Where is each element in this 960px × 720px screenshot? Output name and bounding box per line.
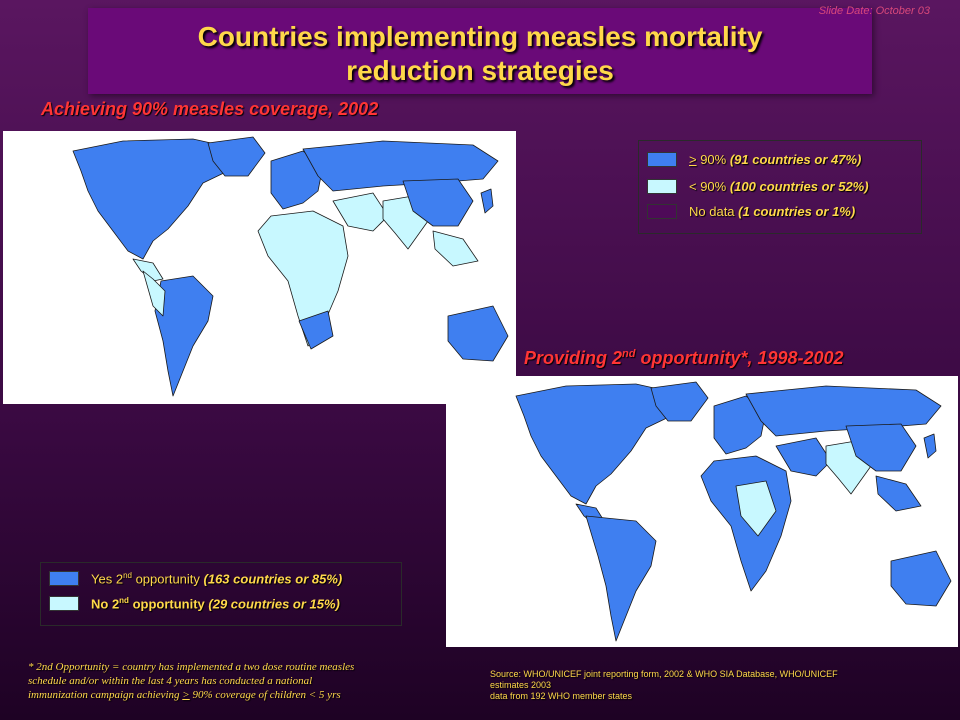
map1-title: Achieving 90% measles coverage, 2002 [41,99,379,119]
map1-legend-label-high: > 90% (91 countries or 47%) [689,152,861,167]
map2-title: Providing 2nd opportunity*, 1998-2002 [524,348,844,369]
map2-title-sup: nd [622,348,636,360]
map2-russia [745,385,942,437]
source-note: Source: WHO/UNICEF joint reporting form,… [490,669,930,702]
map1-legend-row-low: < 90% (100 countries or 52%) [647,179,869,194]
slide-date: Slide Date: October 03 [818,5,930,17]
map2-legend-no-pre: No 2 [91,596,120,612]
footnote-line3: immunization campaign achieving > 90% co… [28,688,433,702]
map2-panel [446,376,958,647]
map1-legend-text-high: 90% [696,152,727,167]
map1-legend-row-nodata: No data (1 countries or 1%) [647,204,855,219]
footnote-line3-post: 90% coverage of children < 5 yrs [189,689,341,701]
map1-legend-label-nodata: No data (1 countries or 1%) [689,204,855,219]
map2-legend-yes-pre: Yes 2 [91,571,124,587]
map2-legend-yes-sup: nd [123,571,132,580]
map1-legend-label-low: < 90% (100 countries or 52%) [689,179,869,194]
map1-se-asia [432,230,479,267]
map1-east-asia [402,178,474,227]
map1-legend-text-low: < 90% [689,179,727,194]
map1-legend-swatch-nodata [647,204,677,219]
footnote-line2: schedule and/or within the last 4 years … [28,675,313,687]
map2-legend-swatch-yes [49,571,79,587]
map2-legend-no-post: opportunity [128,596,205,612]
source-line2: estimates 2003 [490,680,552,690]
map2-greenland [650,381,709,422]
map1-central-america [132,258,164,282]
map2-africa [700,455,792,592]
map1-legend: > 90% (91 countries or 47%) < 90% (100 c… [638,140,922,234]
map2-middle-east [775,437,832,477]
footnote: * 2nd Opportunity = country has implemen… [28,660,433,702]
map1-russia [302,140,499,192]
map1-south-america-light [142,270,166,317]
slide-title-line1: Countries implementing measles mortality [197,21,763,52]
map2-east-asia [845,423,917,472]
map1-legend-marker-high: > [689,152,697,167]
map1-greenland [207,136,266,177]
map2-legend-row-no: No 2nd opportunity (29 countries or 15%) [49,596,340,611]
footnote-line3-marker: > [182,689,190,701]
map1-panel [3,131,516,404]
map2-legend-yes-post: opportunity [131,571,200,587]
footnote-line1: * 2nd Opportunity = country has implemen… [28,661,355,673]
map1-legend-detail-nodata: (1 countries or 1%) [734,204,856,219]
map2-africa-light [735,480,777,537]
map2-legend-yes-detail: (163 countries or 85%) [199,571,343,587]
world-map-second-opportunity [515,381,952,642]
map2-legend-label-no: No 2nd opportunity (29 countries or 15%) [91,596,340,611]
map2-australia [890,550,952,607]
map2-legend-label-yes: Yes 2nd opportunity (163 countries or 85… [91,571,342,586]
source-line3: data from 192 WHO member states [490,691,633,701]
map2-title-post: opportunity*, 1998-2002 [635,348,844,368]
title-banner: Countries implementing measles mortality… [88,8,872,94]
slide-title: Countries implementing measles mortality… [88,20,872,88]
map1-legend-detail-low: (100 countries or 52%) [726,179,869,194]
footnote-line3-pre: immunization campaign achieving [28,689,183,701]
world-map-coverage [72,136,509,397]
map2-se-asia [875,475,922,512]
map1-legend-row-high: > 90% (91 countries or 47%) [647,152,861,167]
map1-legend-swatch-low [647,179,677,194]
map2-legend-row-yes: Yes 2nd opportunity (163 countries or 85… [49,571,342,586]
source-line1: Source: WHO/UNICEF joint reporting form,… [490,669,838,679]
map1-africa-south [298,310,334,350]
map2-legend-no-detail: (29 countries or 15%) [204,596,340,612]
map1-legend-detail-high: (91 countries or 47%) [726,152,862,167]
map2-japan [923,433,937,459]
map2-legend-swatch-no [49,596,79,612]
map1-australia [447,305,509,362]
map2-legend-no-sup: nd [119,596,129,605]
map1-south-america [154,275,214,397]
map1-legend-swatch-high [647,152,677,167]
map1-legend-text-nodata: No data [689,204,735,219]
map2-legend: Yes 2nd opportunity (163 countries or 85… [40,562,402,626]
slide-title-line2: reduction strategies [346,55,614,86]
map1-middle-east [332,192,389,232]
map2-south-america [585,515,657,642]
map1-japan [480,188,494,214]
map2-title-pre: Providing 2 [524,348,623,368]
